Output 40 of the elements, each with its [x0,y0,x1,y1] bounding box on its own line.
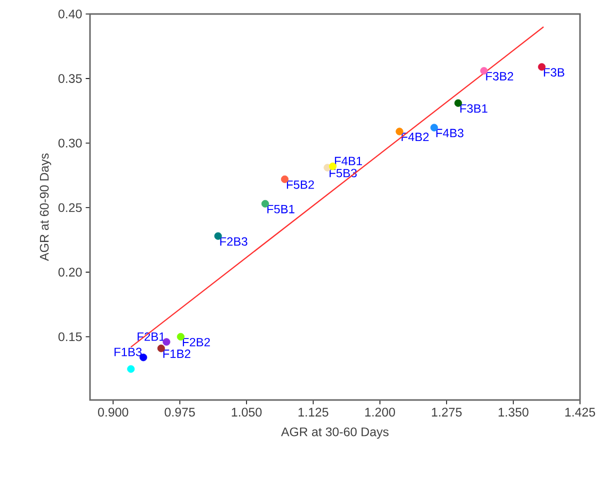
point [162,338,170,346]
x-axis-title: AGR at 30-60 Days [281,427,389,439]
series-label: F2B3 [220,237,248,246]
series-label: F2B2 [182,338,210,346]
series-label: F1B2 [163,350,190,358]
point [430,124,438,132]
series-label: F4B2 [402,132,429,142]
x-tick-label: 1.425 [565,408,596,417]
point [538,63,546,71]
y-tick-label: 0.15 [58,332,82,342]
series-label: F5B2 [286,180,314,189]
point [127,365,135,373]
point [454,99,462,107]
series-label: F3B1 [460,104,488,113]
point [157,344,165,352]
x-tick-label: 1.050 [232,408,262,417]
y-tick-label: 0.30 [58,138,82,148]
series-label: F4B3 [436,128,464,138]
x-tick-label: 0.975 [164,408,195,417]
point [176,332,184,341]
x-tick-label: 1.125 [298,408,328,417]
x-tick-label: 0.900 [98,408,128,417]
x-tick-label: 1.275 [432,408,462,417]
y-tick-label: 0.20 [58,268,82,277]
series-label: F3B [544,68,564,77]
series-label: F3B2 [486,72,514,80]
series-label: F4B1 [334,156,362,166]
y-axis-title: AGR at 60-90 Days [40,153,52,261]
x-tick-label: 1.350 [498,408,528,417]
y-tick-label: 0.35 [58,74,82,83]
series-label: F5B1 [267,204,294,214]
y-tick-label: 0.40 [58,10,82,18]
point [396,128,404,136]
point [480,67,488,75]
point [261,200,269,208]
y-tick-label: 0.25 [58,203,82,212]
x-tick-label: 1.200 [365,408,396,417]
point [280,175,289,184]
point [214,232,222,240]
series-label: F1B3 [114,348,142,356]
